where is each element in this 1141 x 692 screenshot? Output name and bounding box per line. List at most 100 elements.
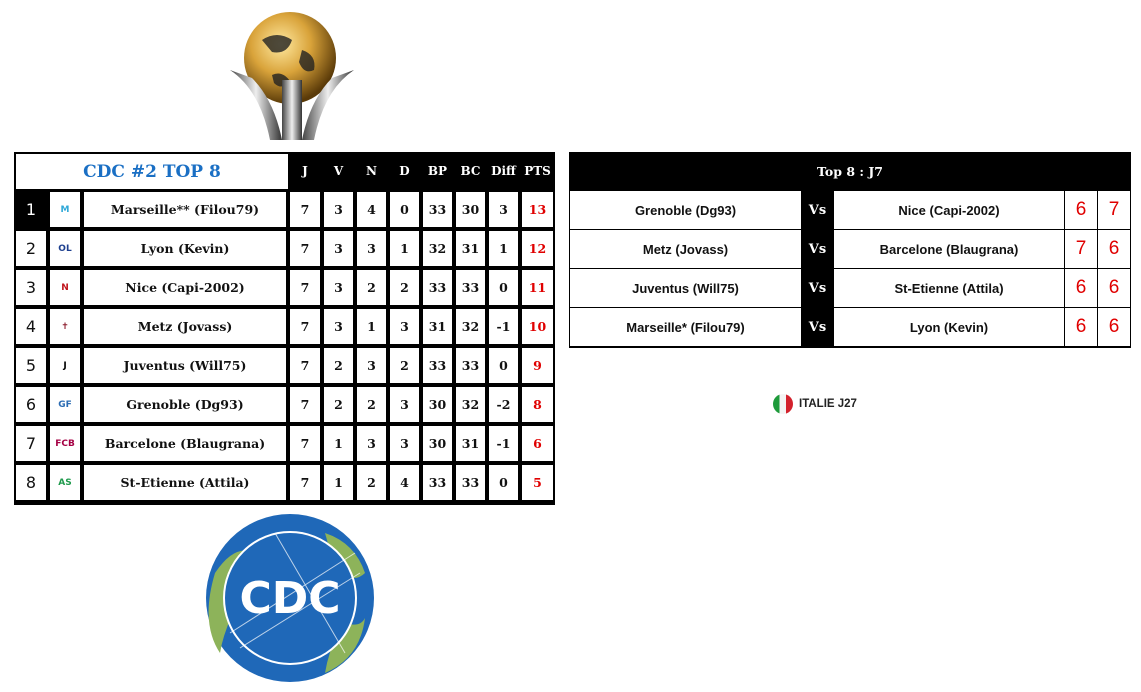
stat-n: 1	[355, 307, 388, 346]
stat-pts: 13	[520, 190, 555, 229]
stat-j: 7	[288, 424, 322, 463]
stat-bc: 33	[454, 268, 487, 307]
home-team: Grenoble (Dg93)	[570, 191, 801, 229]
column-header-bc: BC	[460, 164, 481, 178]
stat-j: 7	[288, 463, 322, 502]
stat-bc: 33	[454, 463, 487, 502]
stat-diff: 0	[487, 463, 520, 502]
logo-cell: GF	[48, 385, 82, 424]
home-team: Juventus (Will75)	[570, 269, 801, 307]
team-name: St-Etienne (Attila)	[82, 463, 288, 502]
stat-diff: -1	[487, 424, 520, 463]
stat-bp: 30	[421, 424, 454, 463]
score-home: 6	[1065, 308, 1097, 346]
score-home: 6	[1065, 191, 1097, 229]
logo-cell: OL	[48, 229, 82, 268]
stat-bc: 30	[454, 190, 487, 229]
stat-v: 3	[322, 190, 355, 229]
stat-diff: -1	[487, 307, 520, 346]
stat-j: 7	[288, 307, 322, 346]
saint-etienne-crest-icon: AS	[58, 477, 72, 488]
stat-bp: 32	[421, 229, 454, 268]
trophy-image	[230, 12, 354, 140]
away-team: Nice (Capi-2002)	[834, 191, 1064, 229]
column-header-d: D	[399, 164, 410, 178]
score-away: 7	[1098, 191, 1130, 229]
stat-pts: 8	[520, 385, 555, 424]
score-away: 6	[1098, 269, 1130, 307]
stat-v: 1	[322, 424, 355, 463]
stat-j: 7	[288, 229, 322, 268]
vs-label: Vs	[808, 202, 827, 218]
stat-j: 7	[288, 268, 322, 307]
column-header-diff: Diff	[491, 164, 516, 178]
stat-bc: 31	[454, 229, 487, 268]
stat-d: 3	[388, 307, 421, 346]
rank-cell: 1	[14, 190, 48, 229]
rank-cell: 3	[14, 268, 48, 307]
logo-cell: M	[48, 190, 82, 229]
logo-cell: J	[48, 346, 82, 385]
italie-link[interactable]: ITALIE J27	[773, 394, 857, 414]
stat-diff: -2	[487, 385, 520, 424]
italie-label: ITALIE J27	[799, 398, 857, 410]
stat-diff: 0	[487, 268, 520, 307]
rank-cell: 2	[14, 229, 48, 268]
rank-cell: 8	[14, 463, 48, 502]
team-name: Grenoble (Dg93)	[82, 385, 288, 424]
rank-cell: 7	[14, 424, 48, 463]
stat-diff: 3	[487, 190, 520, 229]
italy-flag-icon	[773, 394, 793, 414]
stat-d: 2	[388, 268, 421, 307]
matches-table: Top 8 : J7 Grenoble (Dg93) Vs Nice (Capi-2…	[569, 152, 1131, 348]
stat-bp: 33	[421, 463, 454, 502]
logo-cell: N	[48, 268, 82, 307]
score-away: 6	[1098, 308, 1130, 346]
away-team: Barcelone (Blaugrana)	[834, 230, 1064, 268]
stat-d: 4	[388, 463, 421, 502]
barcelona-crest-icon: FCB	[55, 438, 75, 449]
cdc-logo: CDC	[206, 514, 374, 682]
stat-n: 4	[355, 190, 388, 229]
rank-cell: 4	[14, 307, 48, 346]
stat-n: 2	[355, 268, 388, 307]
stat-bc: 32	[454, 307, 487, 346]
nice-crest-icon: N	[61, 282, 69, 293]
stat-bc: 33	[454, 346, 487, 385]
stat-pts: 9	[520, 346, 555, 385]
stat-bp: 31	[421, 307, 454, 346]
stat-bp: 30	[421, 385, 454, 424]
stat-pts: 10	[520, 307, 555, 346]
stat-pts: 6	[520, 424, 555, 463]
stat-d: 1	[388, 229, 421, 268]
column-header-bp: BP	[427, 164, 448, 178]
column-header-v: V	[333, 164, 344, 178]
stat-v: 2	[322, 346, 355, 385]
standings-table: CDC #2 TOP 8 J V N D BP BC Diff PTS 1 M Marseille*…	[14, 152, 555, 505]
stat-n: 3	[355, 229, 388, 268]
svg-text:CDC: CDC	[239, 573, 340, 624]
marseille-crest-icon: M	[60, 204, 70, 215]
rank-cell: 6	[14, 385, 48, 424]
stat-pts: 5	[520, 463, 555, 502]
grenoble-crest-icon: GF	[58, 399, 72, 410]
stat-j: 7	[288, 346, 322, 385]
stat-d: 2	[388, 346, 421, 385]
logo-cell: FCB	[48, 424, 82, 463]
metz-crest-icon: ✝	[61, 321, 69, 332]
team-name: Juventus (Will75)	[82, 346, 288, 385]
vs-label: Vs	[808, 319, 827, 335]
logo-cell: AS	[48, 463, 82, 502]
team-name: Marseille** (Filou79)	[82, 190, 288, 229]
stat-n: 2	[355, 463, 388, 502]
stat-v: 3	[322, 307, 355, 346]
stat-v: 2	[322, 385, 355, 424]
column-header-pts: PTS	[524, 164, 551, 178]
stat-d: 3	[388, 424, 421, 463]
stat-n: 3	[355, 346, 388, 385]
stat-n: 2	[355, 385, 388, 424]
stat-pts: 11	[520, 268, 555, 307]
stat-diff: 1	[487, 229, 520, 268]
home-team: Metz (Jovass)	[570, 230, 801, 268]
stat-d: 0	[388, 190, 421, 229]
